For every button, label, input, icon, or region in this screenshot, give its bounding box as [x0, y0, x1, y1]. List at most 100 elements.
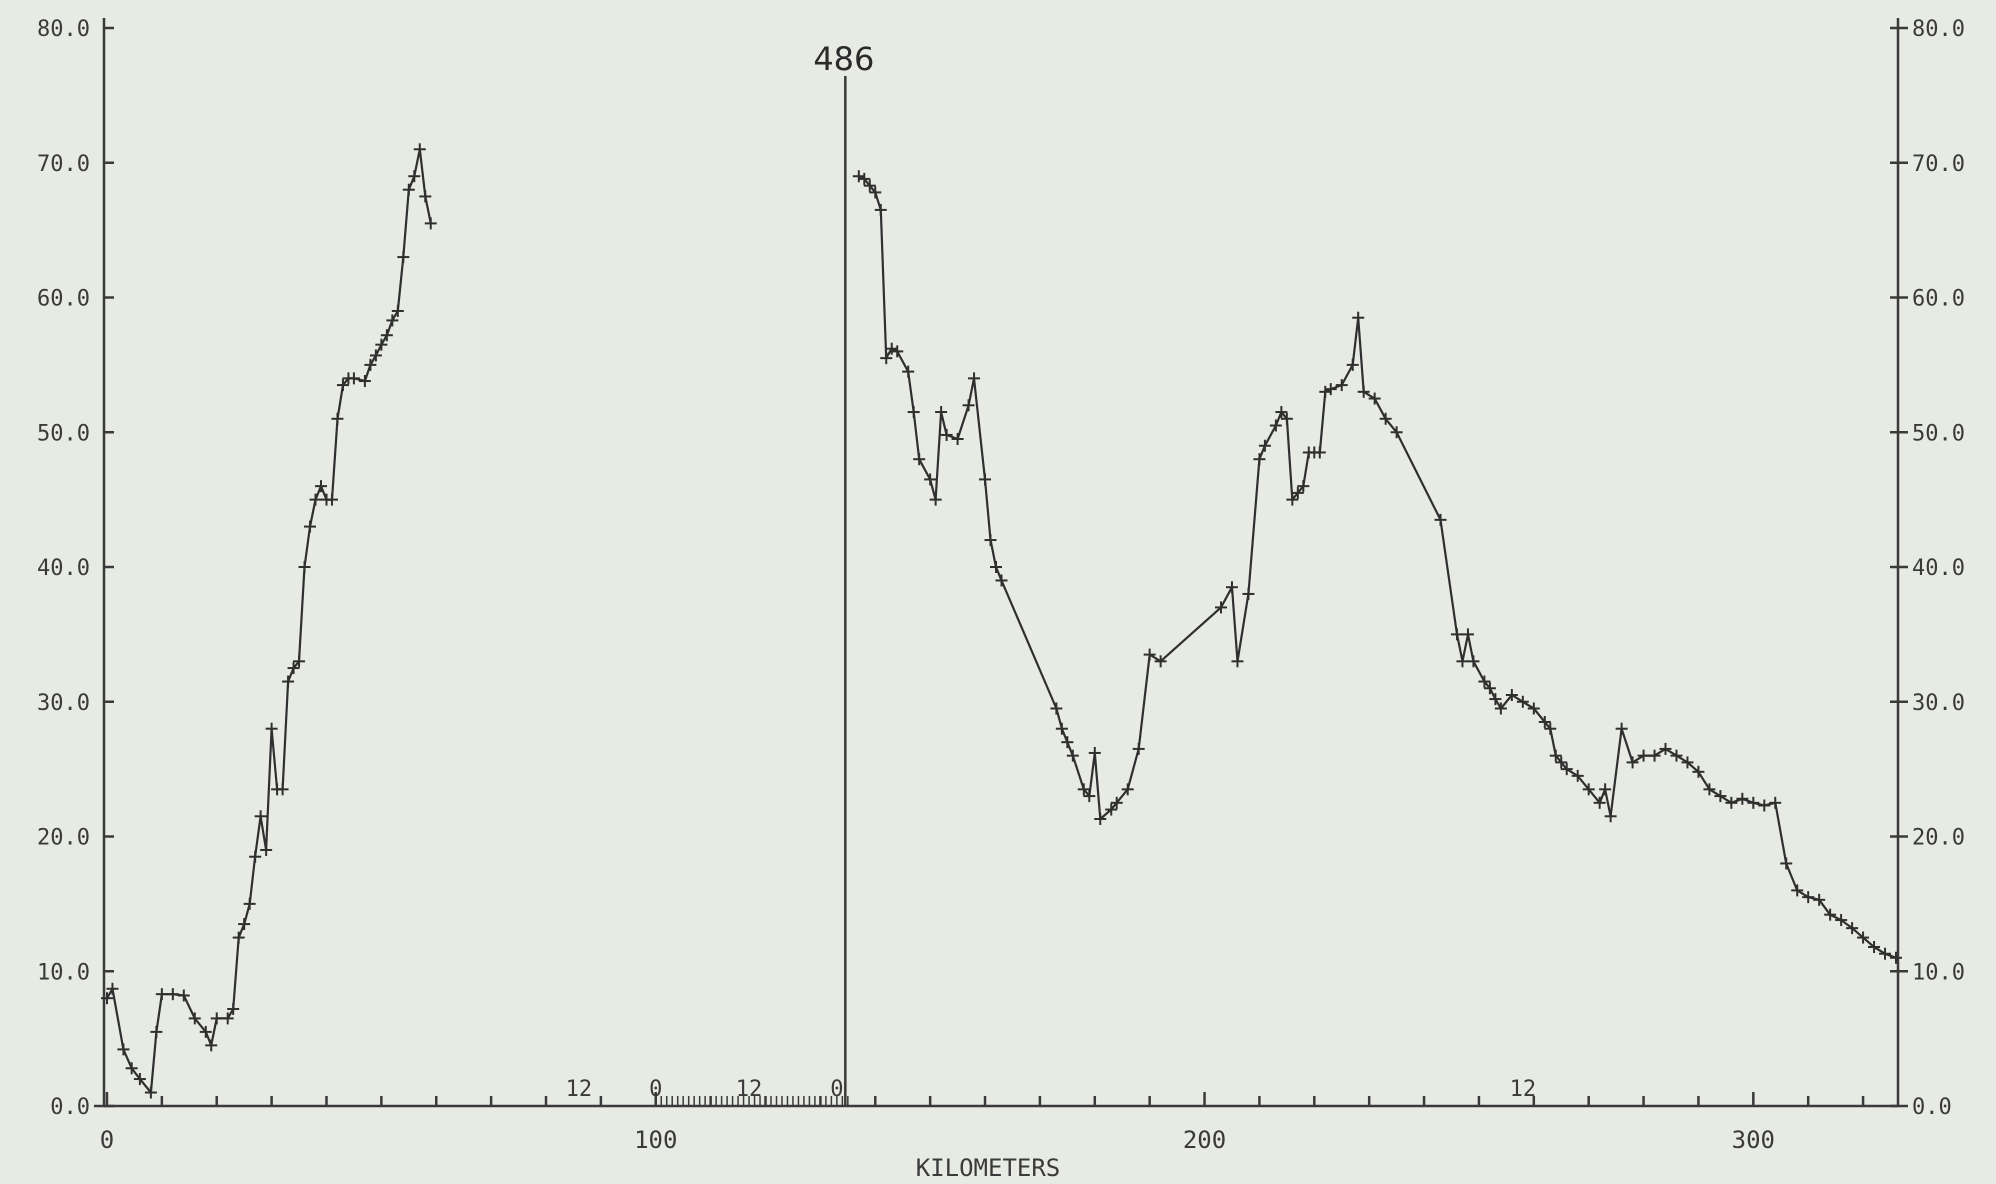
data-point — [1692, 765, 1705, 778]
data-point — [902, 365, 915, 378]
y-tick-label-left: 30.0 — [37, 691, 90, 716]
data-point — [1297, 480, 1310, 493]
data-point — [924, 473, 937, 486]
data-point — [408, 170, 421, 183]
data-point — [1132, 742, 1145, 755]
data-point — [238, 918, 251, 931]
y-tick-label-left: 80.0 — [37, 17, 90, 42]
y-tick-label-right: 40.0 — [1912, 556, 1965, 581]
data-point — [227, 1002, 240, 1015]
data-point — [1061, 736, 1074, 749]
y-tick-label-right: 50.0 — [1912, 421, 1965, 446]
data-point — [1088, 746, 1101, 759]
y-tick-label-left: 40.0 — [37, 556, 90, 581]
data-point — [913, 453, 926, 466]
data-point — [1110, 796, 1123, 809]
data-point — [243, 897, 256, 910]
data-point — [380, 329, 393, 342]
data-point — [1571, 769, 1584, 782]
data-point — [309, 493, 322, 506]
data-point — [1637, 749, 1650, 762]
data-point — [1813, 893, 1826, 906]
data-point — [1077, 783, 1090, 796]
data-point — [869, 186, 882, 199]
data-point — [1324, 383, 1337, 396]
segment-marks: 12 0 12 0 12 — [566, 1077, 1536, 1106]
data-point — [375, 338, 388, 351]
data-point — [858, 172, 871, 185]
data-point — [106, 982, 119, 995]
data-point — [1319, 385, 1332, 398]
data-point — [166, 988, 179, 1001]
data-point — [133, 1073, 146, 1086]
y-tick-label-left: 70.0 — [37, 152, 90, 177]
data-point — [1094, 812, 1107, 825]
data-point — [1313, 446, 1326, 459]
data-point — [907, 406, 920, 419]
y-tick-label-right: 30.0 — [1912, 691, 1965, 716]
data-point — [1703, 783, 1716, 796]
data-point — [1253, 453, 1266, 466]
data-point — [298, 561, 311, 573]
y-tick-label-left: 0.0 — [50, 1095, 90, 1120]
data-point — [1352, 311, 1365, 324]
data-point — [293, 655, 306, 668]
data-point — [1681, 756, 1694, 769]
data-point — [940, 428, 953, 441]
data-point — [968, 372, 981, 385]
data-point — [1105, 803, 1118, 816]
data-point — [402, 183, 415, 196]
data-point — [347, 372, 360, 385]
x-tick-label-3: 300 — [1732, 1126, 1775, 1154]
x-axis-label: KILOMETERS — [916, 1154, 1061, 1182]
data-point — [1215, 601, 1227, 614]
data-point — [1489, 693, 1502, 706]
tick-layer: 0.0 10.0 20.0 30.0 40.0 50.0 60.0 70.0 80.0 0.0 10… — [37, 17, 1965, 1154]
data-point — [863, 179, 876, 192]
data-point — [1083, 790, 1096, 803]
series-layer — [100, 143, 1902, 1099]
data-point — [1791, 884, 1804, 897]
data-point — [1357, 385, 1370, 398]
data-point — [1291, 486, 1304, 499]
data-point — [1890, 951, 1902, 964]
data-point — [1280, 412, 1293, 425]
data-point — [1538, 715, 1551, 728]
data-point — [1231, 655, 1244, 668]
data-point — [249, 850, 262, 863]
data-point — [325, 493, 338, 506]
data-point — [265, 722, 278, 735]
x-tick-label-1: 100 — [634, 1126, 677, 1154]
data-point — [1604, 810, 1617, 823]
data-point — [221, 1012, 234, 1025]
data-point — [1390, 426, 1403, 439]
data-point — [155, 988, 168, 1001]
data-point — [125, 1062, 138, 1075]
data-point — [188, 1012, 201, 1025]
segment-mark-label-1: 0 — [649, 1077, 662, 1102]
data-point — [1346, 358, 1359, 371]
data-point — [1066, 749, 1079, 762]
data-point — [1582, 783, 1595, 796]
data-point — [1286, 493, 1299, 506]
segment-mark-label-4: 12 — [1510, 1077, 1537, 1102]
data-point — [1555, 756, 1568, 769]
divider-label: 486 — [813, 40, 874, 78]
data-point — [1824, 908, 1837, 921]
data-point — [413, 143, 426, 156]
data-point — [1615, 722, 1628, 735]
data-point — [1143, 648, 1156, 661]
data-point — [1467, 655, 1480, 668]
data-point — [144, 1086, 157, 1099]
segment-mark-label-0: 12 — [566, 1077, 593, 1102]
data-point — [1456, 655, 1469, 668]
segment-mark-label-3: 0 — [830, 1077, 843, 1102]
data-point — [260, 843, 273, 856]
data-point — [391, 304, 404, 317]
data-point — [1450, 628, 1463, 641]
data-point — [304, 520, 317, 533]
y-tick-label-right: 20.0 — [1912, 826, 1965, 851]
data-point — [1560, 763, 1573, 776]
